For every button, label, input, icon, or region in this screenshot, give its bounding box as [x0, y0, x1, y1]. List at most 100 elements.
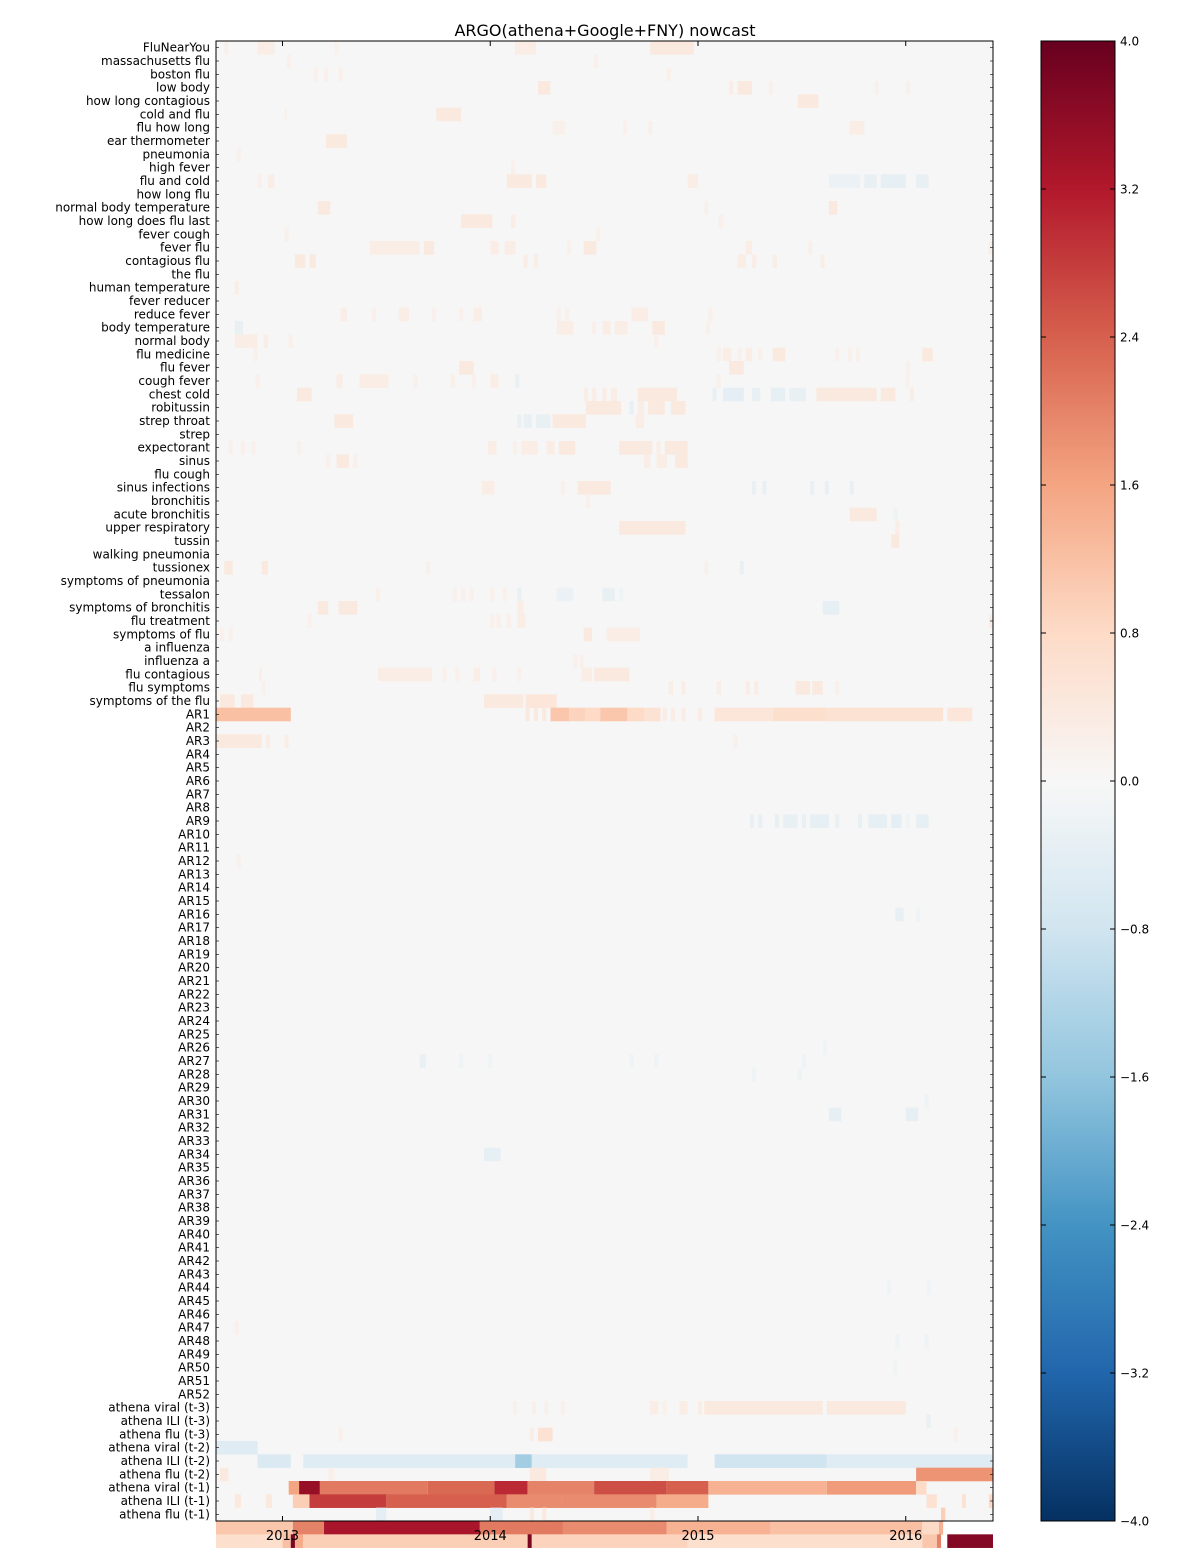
heatmap-cell	[638, 388, 677, 402]
heatmap-cell	[517, 614, 525, 628]
row-label: flu how long	[137, 121, 210, 135]
heatmap-cell	[895, 521, 899, 535]
heatmap-cell	[496, 614, 500, 628]
heatmap-cell	[530, 1428, 534, 1442]
heatmap-cell	[746, 241, 752, 255]
heatmap-cell	[567, 241, 571, 255]
heatmap-cell	[544, 1401, 548, 1415]
heatmap-cell	[235, 281, 239, 295]
heatmap-cell	[713, 388, 717, 402]
heatmap-cell	[758, 814, 762, 828]
colorbar-tick-label: 2.4	[1120, 331, 1139, 345]
heatmap-cell	[592, 388, 596, 402]
heatmap-cell	[798, 1068, 802, 1082]
row-label: AR23	[178, 1001, 210, 1015]
heatmap-cell	[715, 1454, 827, 1468]
heatmap-cell	[324, 1521, 480, 1535]
row-label: AR12	[178, 854, 210, 868]
heatmap-cell	[303, 1454, 515, 1468]
heatmap-cell	[378, 668, 432, 682]
heatmap-cell	[482, 481, 494, 495]
heatmap-cell	[517, 601, 523, 615]
heatmap-cell	[546, 441, 554, 455]
heatmap-cell	[432, 308, 436, 322]
heatmap-cell	[484, 1148, 501, 1162]
row-label: body temperature	[101, 321, 210, 335]
heatmap-cell	[808, 241, 812, 255]
heatmap-cell	[596, 228, 600, 242]
row-label: AR22	[178, 987, 210, 1001]
heatmap-cell	[644, 708, 661, 722]
heatmap-cell	[553, 414, 586, 428]
heatmap-cell	[594, 668, 629, 682]
heatmap-cell	[927, 1454, 993, 1468]
row-label: AR16	[178, 907, 210, 921]
heatmap-cell	[293, 1494, 310, 1508]
row-label: cold and flu	[140, 107, 210, 121]
row-label: AR1	[186, 707, 210, 721]
heatmap-cell	[517, 668, 521, 682]
heatmap-cell	[816, 388, 876, 402]
heatmap-cell	[663, 1401, 667, 1415]
heatmap-cell	[602, 588, 614, 602]
heatmap-cell	[891, 814, 901, 828]
heatmap-cell	[864, 174, 876, 188]
row-label: tussionex	[153, 561, 210, 575]
heatmap-cell	[324, 68, 328, 82]
heatmap-cell	[297, 441, 301, 455]
row-label: flu fever	[160, 361, 210, 375]
heatmap-cell	[339, 68, 343, 82]
heatmap-plot-area	[216, 41, 993, 1548]
row-label: flu medicine	[136, 347, 210, 361]
row-label: AR26	[178, 1041, 210, 1055]
heatmap-cell	[916, 814, 928, 828]
heatmap-cell	[224, 41, 228, 55]
heatmap-cell	[337, 374, 343, 388]
row-label: athena flu (t-3)	[119, 1427, 210, 1441]
heatmap-cell	[309, 1494, 386, 1508]
row-label: AR4	[186, 747, 210, 761]
heatmap-cell	[424, 241, 434, 255]
heatmap-cell	[827, 1401, 906, 1415]
heatmap-cell	[334, 414, 353, 428]
row-label: flu treatment	[131, 614, 210, 628]
heatmap-cell	[906, 81, 910, 95]
heatmap-cell	[235, 1494, 241, 1508]
heatmap-cell	[580, 654, 584, 668]
row-label: chest cold	[149, 387, 210, 401]
heatmap-cell	[459, 1054, 463, 1068]
heatmap-cell	[850, 481, 854, 495]
heatmap-cell	[723, 388, 744, 402]
row-label: walking pneumonia	[93, 547, 210, 561]
row-label: AR41	[178, 1241, 210, 1255]
heatmap-cell	[717, 374, 721, 388]
heatmap-cell	[503, 588, 507, 602]
heatmap-cell	[922, 1521, 939, 1535]
row-label: AR43	[178, 1267, 210, 1281]
row-label: AR29	[178, 1081, 210, 1095]
row-label: AR33	[178, 1134, 210, 1148]
colorbar-tick-label: 0.8	[1120, 627, 1139, 641]
heatmap-cell	[216, 708, 291, 722]
row-label: the flu	[171, 267, 210, 281]
heatmap-cell	[648, 401, 665, 415]
heatmap-cell	[455, 668, 459, 682]
heatmap-cell	[534, 708, 538, 722]
row-label: AR52	[178, 1387, 210, 1401]
heatmap-cell	[490, 241, 498, 255]
row-label: robitussin	[151, 401, 210, 415]
heatmap-cell	[916, 1468, 993, 1482]
heatmap-cell	[372, 308, 376, 322]
heatmap-cell	[789, 388, 806, 402]
row-label: AR27	[178, 1054, 210, 1068]
row-label: AR38	[178, 1201, 210, 1215]
heatmap-cell	[339, 601, 358, 615]
heatmap-cell	[821, 254, 825, 268]
row-label: athena viral (t-2)	[108, 1441, 210, 1455]
heatmap-cell	[586, 494, 590, 508]
heatmap-cell	[947, 708, 972, 722]
heatmap-cell	[875, 81, 879, 95]
heatmap-cell	[461, 214, 492, 228]
heatmap-cell	[469, 588, 473, 602]
heatmap-cell	[266, 734, 270, 748]
